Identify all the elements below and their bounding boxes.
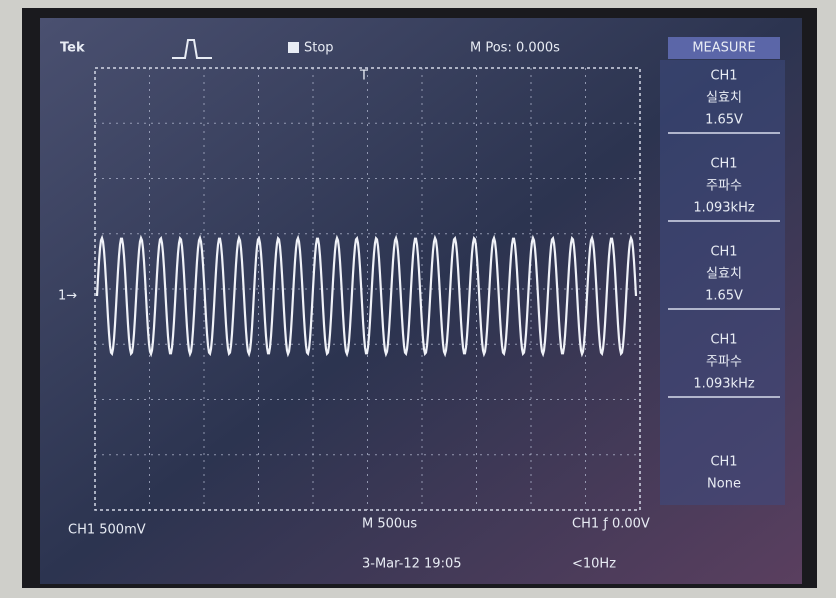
menu-kind: 실효치	[706, 267, 742, 282]
page: 1→ T Tek Stop M Pos: 0.000s MEASURE CH1 실…	[0, 0, 836, 594]
menu-value: 1.093kHz	[693, 201, 755, 216]
menu-kind: 실효치	[706, 91, 742, 106]
menu-value: 1.65V	[705, 113, 743, 128]
footer-channel: CH1 500mV	[68, 523, 146, 538]
channel-marker: 1→	[58, 289, 77, 304]
menu-value: 1.65V	[705, 289, 743, 304]
menu-kind: 주파수	[706, 179, 742, 194]
trigger-marker: T	[359, 69, 368, 84]
footer-frequency: <10Hz	[572, 557, 616, 572]
menu-title: MEASURE	[692, 41, 755, 56]
scope-photo: 1→ T Tek Stop M Pos: 0.000s MEASURE CH1 실…	[0, 0, 836, 594]
position: M Pos: 0.000s	[470, 41, 560, 56]
menu-kind: None	[707, 477, 741, 492]
status: Stop	[304, 41, 334, 56]
stop-icon	[288, 42, 299, 53]
footer-date: 3-Mar-12 19:05	[362, 557, 462, 572]
footer-trigger: CH1 ƒ 0.00V	[572, 517, 650, 532]
menu-kind: 주파수	[706, 355, 742, 370]
menu-source: CH1	[710, 333, 737, 348]
menu-value: 1.093kHz	[693, 377, 755, 392]
menu-source: CH1	[710, 245, 737, 260]
menu-source: CH1	[710, 69, 737, 84]
footer-timebase: M 500us	[362, 517, 417, 532]
menu-source: CH1	[710, 455, 737, 470]
menu-source: CH1	[710, 157, 737, 172]
brand: Tek	[60, 41, 85, 56]
